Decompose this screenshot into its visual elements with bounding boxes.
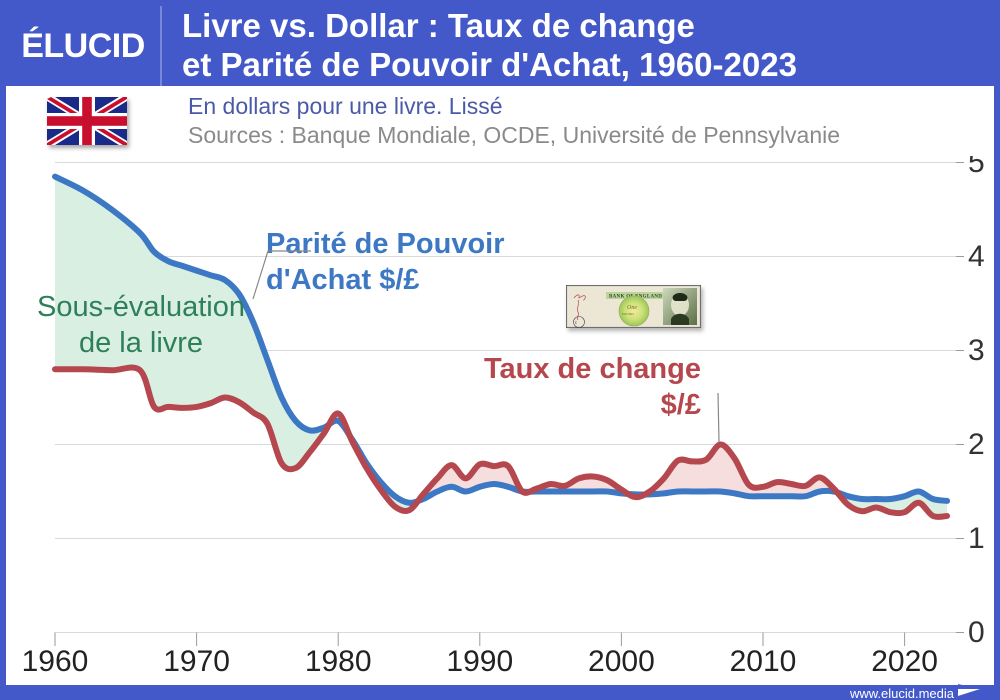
- svg-text:2020: 2020: [871, 645, 938, 678]
- svg-text:1960: 1960: [22, 645, 89, 678]
- svg-text:2000: 2000: [588, 645, 655, 678]
- svg-text:3: 3: [968, 334, 985, 367]
- svg-text:2: 2: [968, 428, 985, 461]
- svg-text:1980: 1980: [305, 645, 372, 678]
- svg-text:2010: 2010: [730, 645, 797, 678]
- svg-text:One: One: [627, 305, 637, 311]
- svg-text:4: 4: [968, 240, 985, 273]
- svg-text:1: 1: [968, 522, 985, 555]
- svg-text:5: 5: [968, 156, 985, 179]
- svg-text:POUND: POUND: [622, 312, 634, 316]
- svg-text:£: £: [575, 320, 577, 325]
- svg-text:0: 0: [968, 616, 985, 649]
- svg-text:1990: 1990: [446, 645, 513, 678]
- svg-text:1970: 1970: [163, 645, 230, 678]
